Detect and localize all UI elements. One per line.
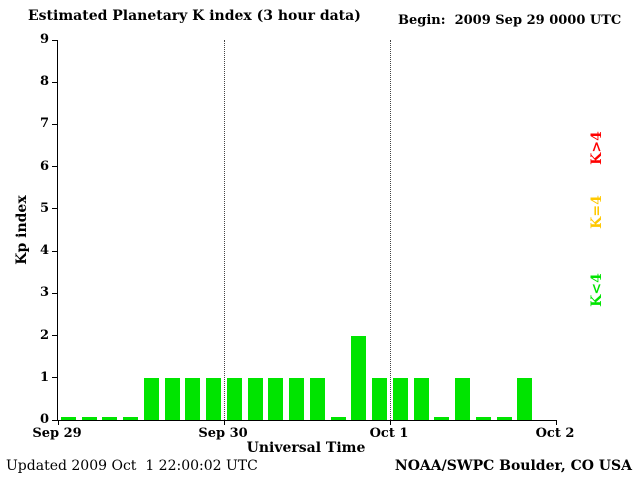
footer-source-attribution: NOAA/SWPC Boulder, CO USA <box>394 458 632 474</box>
kp-bar <box>102 417 117 420</box>
kp-bar <box>497 417 512 420</box>
day-boundary-gridline <box>223 40 225 420</box>
kp-bar <box>289 378 304 420</box>
y-tick-mark <box>52 335 58 337</box>
kp-bar <box>206 378 221 420</box>
x-tick-label: Oct 1 <box>369 426 409 441</box>
y-tick-mark <box>52 39 58 41</box>
plot-area <box>52 39 557 425</box>
y-tick-label: 5 <box>39 200 49 216</box>
y-tick-mark <box>52 419 58 421</box>
y-tick-label: 8 <box>39 74 49 90</box>
x-tick-label: Sep 29 <box>32 426 82 441</box>
kp-bar <box>331 417 346 420</box>
kp-bar <box>227 378 242 420</box>
y-tick-label: 4 <box>39 243 49 259</box>
legend-k-below-4: K<4 <box>589 273 605 307</box>
kp-bar <box>310 378 325 420</box>
legend-k-equal-4: K=4 <box>589 195 605 229</box>
chart-title: Estimated Planetary K index (3 hour data… <box>28 8 361 24</box>
x-tick-mark <box>57 420 59 425</box>
y-tick-mark <box>52 377 58 379</box>
kp-bar <box>434 417 449 420</box>
kp-bar <box>414 378 429 420</box>
y-tick-label: 0 <box>39 412 49 427</box>
kp-bar <box>248 378 263 420</box>
x-tick-mark <box>555 420 557 425</box>
kp-bar <box>517 378 532 420</box>
kp-bar <box>476 417 491 420</box>
legend-k-above-4: K>4 <box>589 131 605 165</box>
footer-updated-timestamp: Updated 2009 Oct 1 22:00:02 UTC <box>6 458 258 474</box>
kp-bar <box>455 378 470 420</box>
kp-bar <box>393 378 408 420</box>
begin-label: Begin: 2009 Sep 29 0000 UTC <box>398 13 622 28</box>
x-tick-label: Oct 2 <box>535 426 575 441</box>
y-tick-label: 6 <box>39 158 49 174</box>
x-tick-mark <box>223 420 225 425</box>
y-tick-mark <box>52 123 58 125</box>
y-tick-label: 3 <box>39 285 49 301</box>
kp-bar <box>82 417 97 420</box>
x-axis-label: Universal Time <box>246 440 366 456</box>
y-tick-label: 2 <box>39 327 49 343</box>
kp-bar <box>351 336 366 420</box>
day-boundary-gridline <box>389 40 391 420</box>
x-tick-mark <box>389 420 391 425</box>
x-tick-label: Sep 30 <box>198 426 248 441</box>
kp-bar <box>268 378 283 420</box>
kp-bar <box>61 417 76 420</box>
kp-bar <box>185 378 200 420</box>
kp-bar <box>123 417 138 420</box>
y-tick-mark <box>52 250 58 252</box>
y-tick-label: 9 <box>39 32 49 47</box>
y-tick-label: 1 <box>39 369 49 385</box>
y-tick-mark <box>52 81 58 83</box>
y-tick-mark <box>52 292 58 294</box>
kp-bar <box>144 378 159 420</box>
kp-bar <box>372 378 387 420</box>
y-tick-mark <box>52 208 58 210</box>
y-tick-label: 7 <box>39 116 49 132</box>
y-tick-mark <box>52 166 58 168</box>
kp-bar <box>165 378 180 420</box>
